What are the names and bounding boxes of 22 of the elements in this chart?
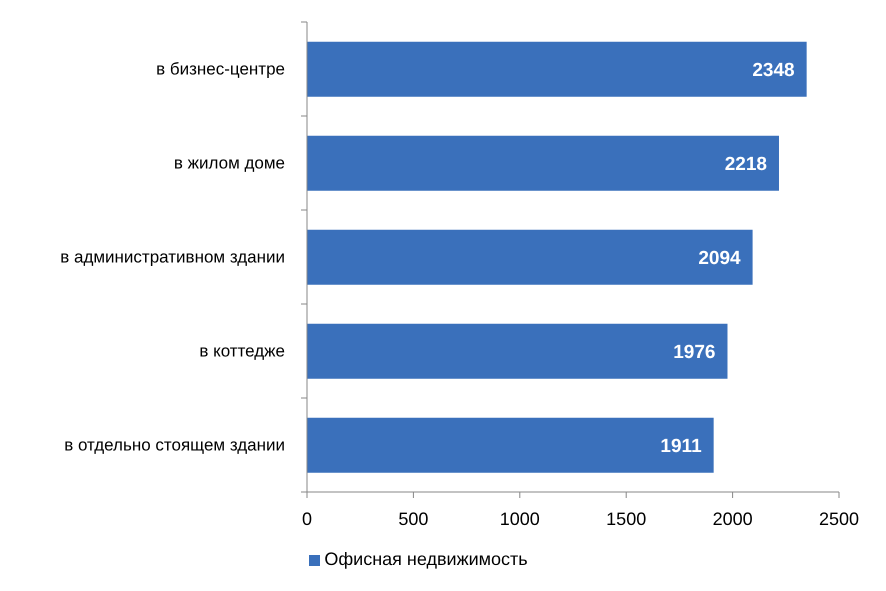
bar (307, 418, 714, 473)
x-tick-label: 2000 (712, 508, 753, 529)
bar (307, 136, 779, 191)
x-tick-label: 1000 (500, 508, 540, 529)
data-label: 2348 (752, 60, 795, 81)
x-tick-label: 500 (398, 508, 428, 529)
x-tick-label: 0 (302, 508, 312, 529)
data-label: 1976 (673, 342, 716, 363)
data-label: 2218 (724, 154, 767, 175)
x-tick-label: 1500 (606, 508, 646, 529)
bar (307, 42, 807, 97)
y-tick-label: в отдельно стоящем здании (64, 436, 285, 454)
bar (307, 230, 753, 285)
data-label: 2094 (698, 248, 742, 269)
x-tick-label: 2500 (818, 508, 860, 529)
bar (307, 324, 728, 379)
data-label: 1911 (660, 436, 702, 457)
y-tick-label: в бизнес-центре (156, 60, 285, 78)
y-tick-label: в административном здании (60, 248, 285, 266)
legend-label: Офисная недвижимость (324, 549, 528, 569)
y-tick-label: в жилом доме (174, 154, 285, 172)
y-tick-label: в коттедже (199, 342, 285, 360)
